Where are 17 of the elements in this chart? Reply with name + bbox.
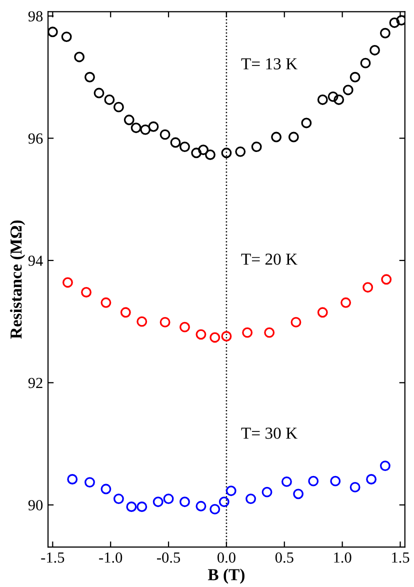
x-tick-label: 0.0: [217, 552, 236, 563]
annotation: T= 20 K: [241, 254, 298, 265]
x-tick-label: -1.0: [99, 552, 122, 563]
x-tick-label: 0.5: [275, 552, 294, 563]
x-tick-label: 1.0: [334, 552, 352, 563]
x-axis-title: B (T): [208, 568, 244, 584]
y-axis-title: Resistance (MΩ): [10, 220, 26, 339]
y-tick-label: 94: [28, 256, 43, 266]
annotation: T= 13 K: [241, 58, 298, 70]
x-tick-label: 1.5: [392, 552, 410, 563]
y-tick-label: 98: [28, 11, 43, 22]
y-tick-label: 92: [28, 378, 42, 388]
x-tick-label: -1.5: [41, 552, 64, 563]
y-tick-label: 90: [28, 500, 43, 510]
x-tick-label: -0.5: [157, 552, 180, 563]
y-tick-label: 96: [28, 133, 43, 144]
annotation: T= 30 K: [241, 428, 298, 439]
